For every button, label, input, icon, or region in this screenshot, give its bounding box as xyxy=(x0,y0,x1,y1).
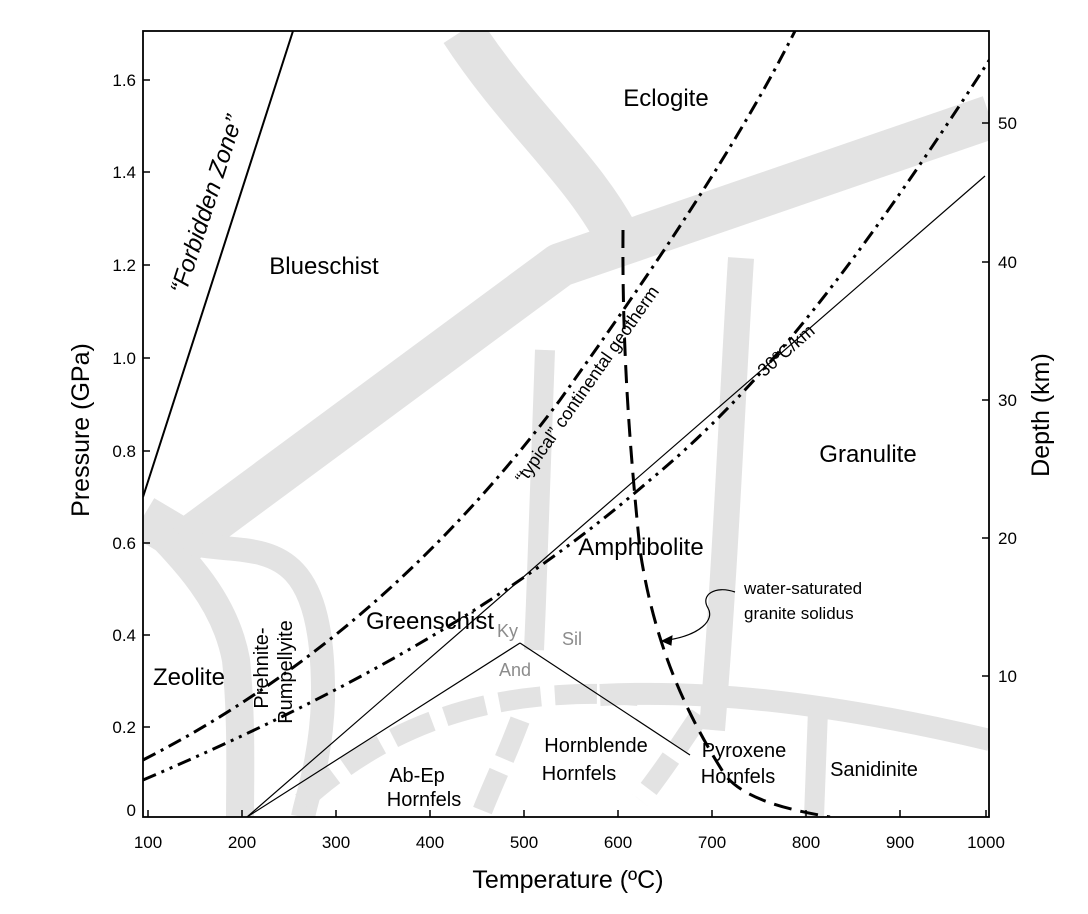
y-right-tick-label: 50 xyxy=(998,114,1017,133)
y-left-tick-label: 1.0 xyxy=(112,349,136,368)
typical-geotherm-upper xyxy=(143,31,797,762)
andalusite-sillimanite-line xyxy=(519,642,691,756)
y-right-tick-label: 10 xyxy=(998,667,1017,686)
y-left-tick-label: 0.2 xyxy=(112,718,136,737)
y-right-axis-title: Depth (km) xyxy=(1027,353,1055,477)
facies-label-pyroxene: Pyroxene xyxy=(702,740,787,762)
sillimanite-label: Sil xyxy=(562,629,582,649)
y-left-tick-labels: 0 0.2 0.4 0.6 0.8 1.0 1.2 1.4 1.6 xyxy=(112,71,136,820)
greenschist-amphibolite-band xyxy=(524,349,555,651)
gradient-30c-line xyxy=(246,175,986,817)
facies-label-abep-hornfels: Hornfels xyxy=(387,789,461,811)
hornblende-right-band xyxy=(632,709,709,807)
andalusite-label: And xyxy=(499,660,531,680)
forbidden-zone-line xyxy=(143,31,294,498)
facies-label-hornblende: Hornblende xyxy=(544,735,647,757)
x-tick-label: 100 xyxy=(134,833,162,852)
curves xyxy=(143,31,989,817)
solidus-arrowhead xyxy=(660,635,673,646)
solidus-pointer xyxy=(667,589,736,641)
aluminosilicate-labels: Ky Sil And xyxy=(497,621,582,680)
facies-label-blueschist: Blueschist xyxy=(269,253,379,280)
x-tick-label: 800 xyxy=(792,833,820,852)
y-right-tick-label: 30 xyxy=(998,391,1017,410)
kyanite-label: Ky xyxy=(497,621,518,641)
plot-frame xyxy=(142,30,990,818)
x-tick-label: 1000 xyxy=(967,833,1005,852)
facies-label-sanidinite: Sanidinite xyxy=(830,759,918,781)
x-tick-label: 300 xyxy=(322,833,350,852)
y-left-tick-label: 0.6 xyxy=(112,534,136,553)
forbidden-zone-label: “Forbidden Zone” xyxy=(165,111,248,297)
x-axis-title: Temperature (ºC) xyxy=(472,866,663,894)
solidus-label-line2: granite solidus xyxy=(744,604,854,623)
facies-label-prehnite: Prehnite- xyxy=(251,627,273,708)
x-tick-label: 600 xyxy=(604,833,632,852)
y-left-tick-label: 1.2 xyxy=(112,256,136,275)
x-tick-label: 200 xyxy=(228,833,256,852)
x-tick-label: 700 xyxy=(698,833,726,852)
y-left-tick-label: 0.4 xyxy=(112,626,136,645)
facies-boundaries xyxy=(143,31,989,817)
amphibolite-granulite-band xyxy=(699,257,754,732)
x-tick-label: 400 xyxy=(416,833,444,852)
y-right-tick-labels: 10 20 30 40 50 xyxy=(998,114,1017,686)
tick-marks xyxy=(143,79,989,817)
granite-solidus xyxy=(621,229,831,817)
y-right-tick-label: 40 xyxy=(998,253,1017,272)
sanidinite-band xyxy=(804,709,828,817)
facies-label-pyroxene-hornfels: Hornfels xyxy=(701,766,775,788)
y-right-tick-label: 20 xyxy=(998,529,1017,548)
x-tick-label: 500 xyxy=(510,833,538,852)
y-left-tick-label: 0 xyxy=(127,801,136,820)
solidus-label-line1: water-saturated xyxy=(743,579,862,598)
x-tick-label: 900 xyxy=(886,833,914,852)
y-left-axis-title: Pressure (GPa) xyxy=(67,343,95,517)
x-tick-labels: 100 200 300 400 500 600 700 800 900 1000 xyxy=(134,833,1005,852)
zeolite-upper-band xyxy=(143,507,255,817)
abep-dashed-band xyxy=(295,683,639,810)
gradient-label: 30ºC/km xyxy=(754,320,819,380)
facies-label-abep: Ab-Ep xyxy=(389,765,445,787)
facies-label-amphibolite: Amphibolite xyxy=(578,534,703,561)
contact-hornfels-band xyxy=(599,682,989,751)
facies-label-greenschist: Greenschist xyxy=(366,608,494,635)
facies-label-pumpellyite: Pumpellyite xyxy=(275,620,297,723)
y-left-tick-label: 1.6 xyxy=(112,71,136,90)
geotherm-lower xyxy=(143,58,989,782)
kyanite-andalusite-line xyxy=(246,642,521,817)
facies-labels: Eclogite Blueschist Granulite Amphibolit… xyxy=(153,85,918,811)
facies-label-zeolite: Zeolite xyxy=(153,664,225,691)
y-left-tick-label: 1.4 xyxy=(112,163,136,182)
hornblende-left-band xyxy=(470,716,530,817)
facies-label-granulite: Granulite xyxy=(819,441,916,468)
facies-label-eclogite: Eclogite xyxy=(623,85,708,112)
blueschist-eclogite-band xyxy=(443,31,642,256)
facies-label-hornblende-hornfels: Hornfels xyxy=(542,763,616,785)
y-left-tick-label: 0.8 xyxy=(112,442,136,461)
